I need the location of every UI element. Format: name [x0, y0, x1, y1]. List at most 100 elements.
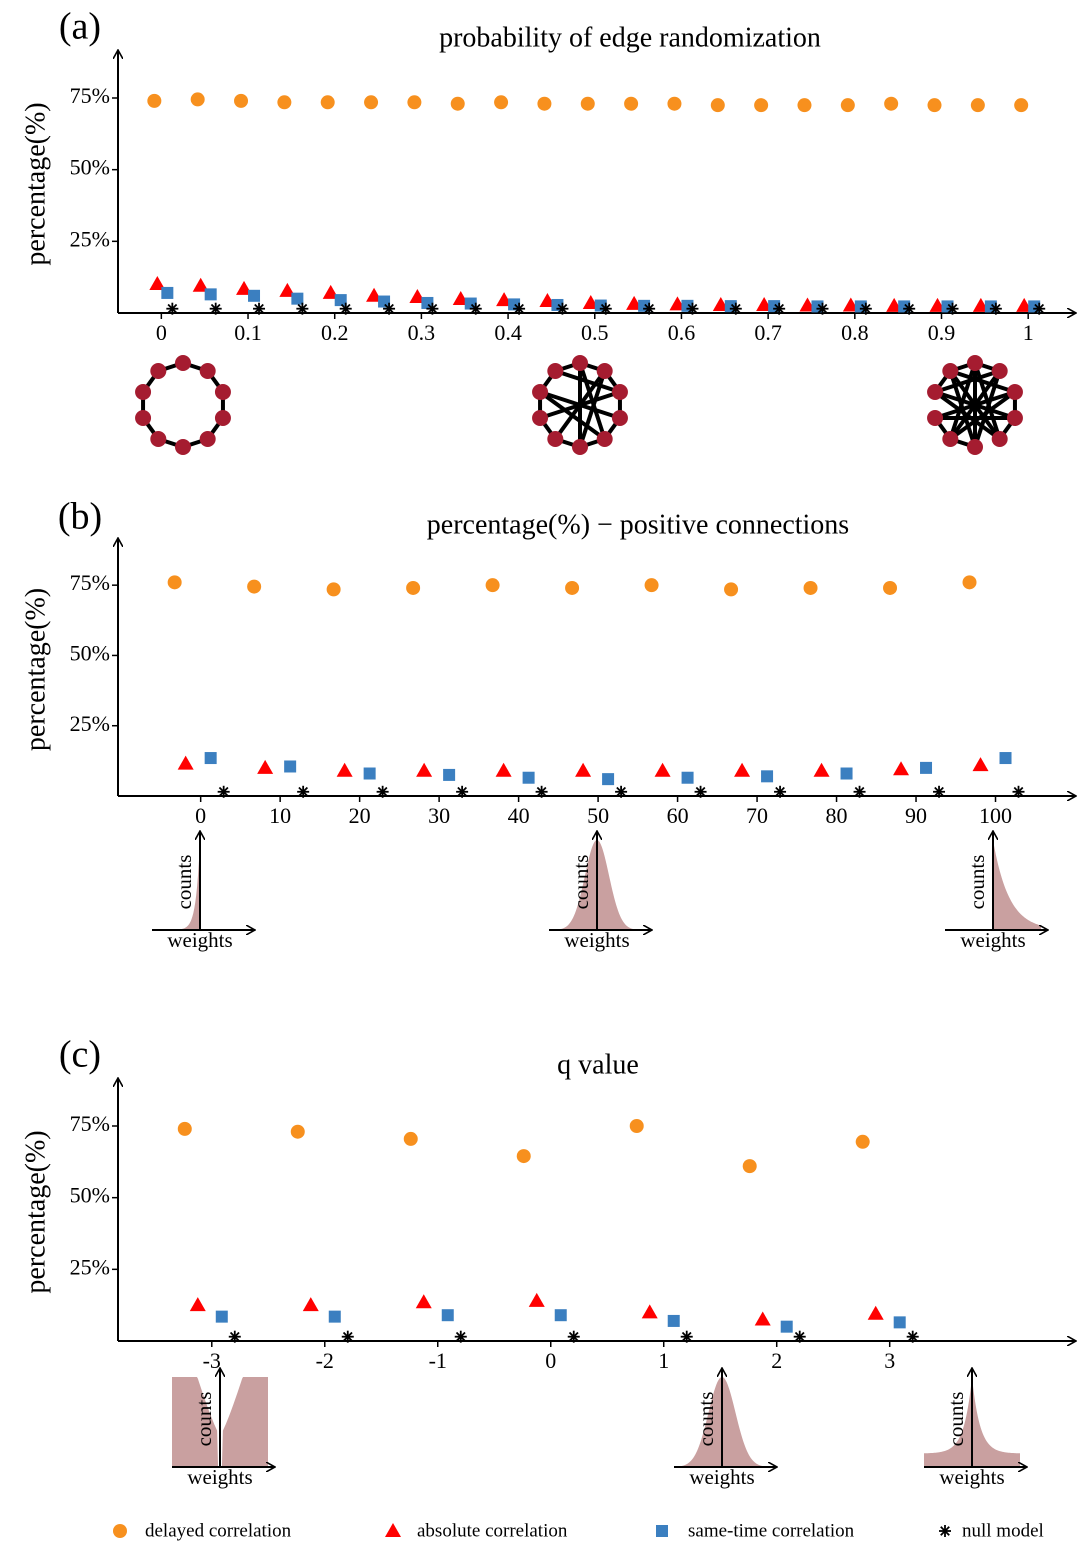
y-tick-label: 50%: [70, 155, 110, 180]
network-node: [596, 363, 613, 380]
point: [189, 1297, 206, 1312]
point: [257, 759, 274, 774]
network-node: [547, 430, 564, 447]
x-tick-label: 0.2: [321, 320, 349, 345]
inset-x-label: weights: [960, 928, 1025, 952]
inset-y-label: counts: [192, 1392, 216, 1447]
star-stroke: [384, 303, 394, 314]
star-stroke: [616, 786, 626, 797]
x-tick-label: 2: [771, 1348, 782, 1373]
point: [624, 96, 639, 111]
point: [999, 752, 1012, 765]
point: [513, 302, 526, 315]
point: [859, 302, 872, 315]
point: [774, 785, 787, 798]
star-stroke: [297, 303, 308, 314]
point: [334, 294, 347, 307]
network-node: [532, 384, 549, 401]
panel-label: (a): [59, 6, 101, 48]
point: [680, 1330, 693, 1343]
point: [297, 785, 310, 798]
network-node: [991, 430, 1008, 447]
histogram-inset: counts weights: [172, 1369, 274, 1489]
network-node: [214, 409, 231, 426]
x-tick-label: 60: [667, 803, 689, 828]
legend-marker: [385, 1523, 401, 1537]
network-node: [1006, 409, 1023, 426]
star-stroke: [470, 303, 481, 314]
point: [615, 785, 628, 798]
legend-marker: [113, 1524, 127, 1538]
x-tick-label: 0: [156, 320, 167, 345]
point: [234, 93, 249, 108]
x-tick-label: 70: [746, 803, 768, 828]
star-stroke: [210, 303, 221, 314]
point: [972, 757, 989, 772]
histogram-inset: counts weights: [152, 832, 254, 952]
point: [416, 762, 433, 777]
legend-label: same-time correlation: [688, 1520, 855, 1541]
network-node: [175, 439, 191, 455]
point: [341, 1330, 354, 1343]
y-tick-label: 25%: [70, 1254, 110, 1279]
point: [575, 762, 592, 777]
network-node: [572, 355, 588, 371]
point: [761, 770, 774, 783]
point: [253, 302, 266, 315]
x-tick-label: -1: [429, 1348, 447, 1373]
star-stroke: [340, 303, 351, 314]
star-stroke: [298, 786, 309, 797]
point: [443, 768, 456, 781]
star-stroke: [854, 786, 865, 797]
point: [927, 98, 942, 113]
point: [456, 785, 469, 798]
point: [450, 96, 465, 111]
point: [403, 1131, 418, 1146]
star-stroke: [687, 303, 698, 314]
point: [537, 96, 552, 111]
point: [415, 1294, 432, 1309]
inset-x-label: weights: [939, 1465, 1004, 1489]
inset-x-label: weights: [167, 928, 232, 952]
point: [296, 302, 309, 315]
point: [554, 1309, 567, 1322]
point: [933, 785, 946, 798]
point: [556, 302, 569, 315]
point: [893, 761, 910, 776]
inset-y-label: counts: [694, 1392, 718, 1447]
network-edge: [554, 369, 621, 394]
point: [816, 302, 829, 315]
point: [177, 755, 194, 770]
star-stroke: [730, 303, 741, 314]
network-node: [135, 384, 152, 401]
point: [906, 1330, 919, 1343]
x-tick-label: 0.8: [841, 320, 869, 345]
point: [644, 578, 659, 593]
point: [495, 762, 512, 777]
point: [946, 302, 959, 315]
point: [602, 773, 615, 786]
star-stroke: [457, 786, 467, 797]
network-node: [927, 409, 944, 426]
point: [1014, 98, 1029, 113]
point: [190, 92, 205, 107]
point: [426, 302, 439, 315]
panel-label: (c): [59, 1034, 101, 1076]
point: [729, 302, 742, 315]
network-node: [611, 384, 628, 401]
point: [485, 578, 500, 593]
point: [654, 762, 671, 777]
point: [535, 785, 548, 798]
point: [1012, 785, 1025, 798]
network-node: [927, 384, 944, 401]
star-stroke: [568, 1331, 579, 1342]
point: [166, 302, 179, 315]
network-node: [596, 430, 613, 447]
star-stroke: [817, 303, 828, 314]
point: [147, 93, 162, 108]
point: [339, 302, 352, 315]
star-stroke: [681, 1331, 692, 1342]
network-node: [942, 430, 959, 447]
point: [840, 767, 853, 780]
point: [565, 580, 580, 595]
